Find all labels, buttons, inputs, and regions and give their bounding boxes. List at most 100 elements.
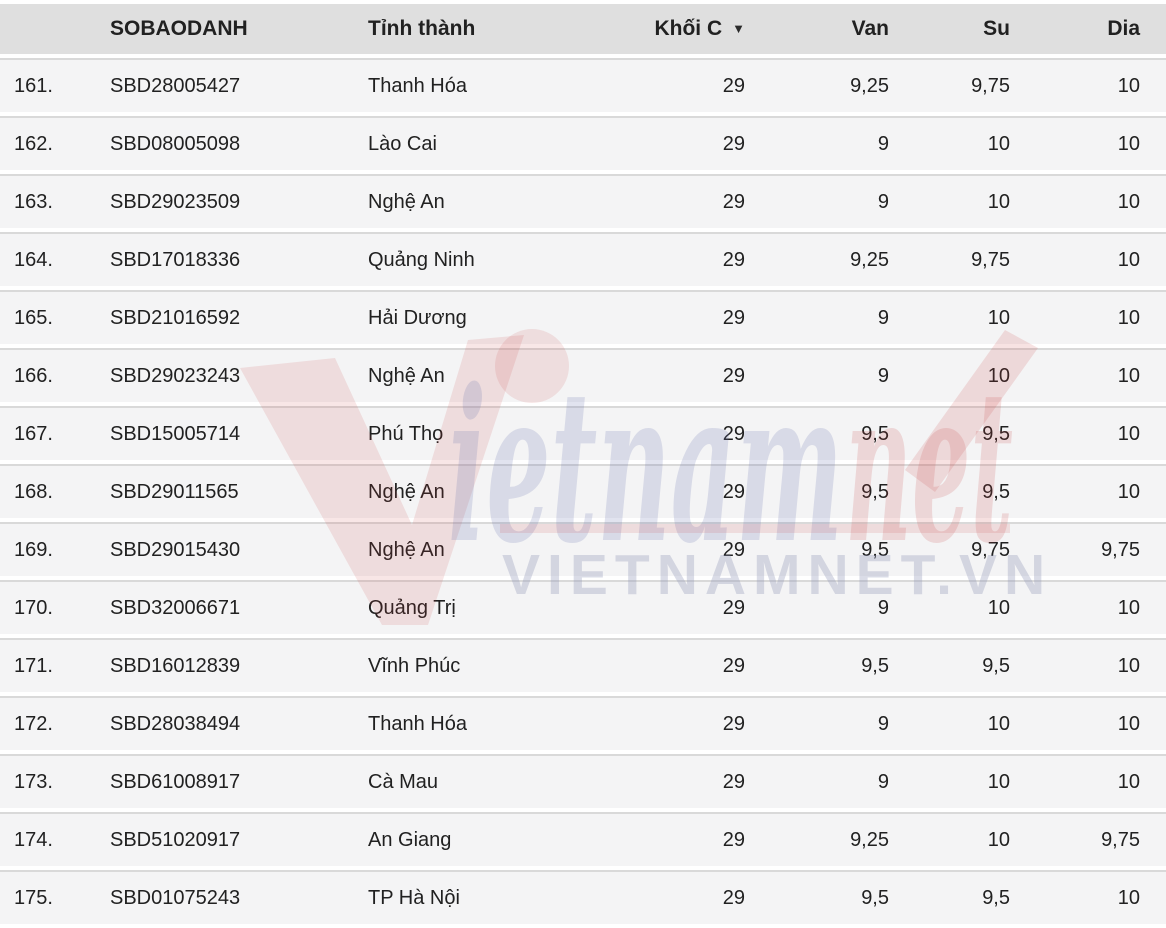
- chevron-down-icon[interactable]: ▼: [732, 21, 745, 36]
- row-index-cell: 165.: [0, 290, 96, 344]
- row-khoi-c-cell: 29: [614, 406, 745, 460]
- table-body: 161. SBD28005427 Thanh Hóa 29 9,25 9,75 …: [0, 58, 1166, 924]
- row-dia-cell: 9,75: [1010, 522, 1166, 576]
- row-sobaodanh-cell: SBD01075243: [96, 870, 354, 924]
- row-van-cell: 9: [745, 116, 889, 170]
- table-row: 170. SBD32006671 Quảng Trị 29 9 10 10: [0, 580, 1166, 634]
- row-sobaodanh-cell: SBD21016592: [96, 290, 354, 344]
- row-van-cell: 9: [745, 754, 889, 808]
- row-van-cell: 9: [745, 290, 889, 344]
- row-tinh-thanh-cell: Nghệ An: [354, 174, 614, 228]
- row-khoi-c-cell: 29: [614, 58, 745, 112]
- header-khoi-c-dropdown[interactable]: Khối C ▼: [614, 4, 745, 54]
- row-tinh-thanh-cell: Thanh Hóa: [354, 696, 614, 750]
- row-index-cell: 164.: [0, 232, 96, 286]
- row-tinh-thanh-cell: Nghệ An: [354, 348, 614, 402]
- row-index-cell: 174.: [0, 812, 96, 866]
- row-van-cell: 9: [745, 174, 889, 228]
- table-row: 175. SBD01075243 TP Hà Nội 29 9,5 9,5 10: [0, 870, 1166, 924]
- row-khoi-c-cell: 29: [614, 580, 745, 634]
- row-khoi-c-cell: 29: [614, 696, 745, 750]
- header-khoi-c-label: Khối C: [654, 17, 723, 40]
- row-dia-cell: 10: [1010, 58, 1166, 112]
- row-su-cell: 9,5: [889, 870, 1010, 924]
- header-sobaodanh: SOBAODANH: [96, 4, 354, 54]
- row-tinh-thanh-cell: Phú Thọ: [354, 406, 614, 460]
- row-van-cell: 9: [745, 696, 889, 750]
- row-tinh-thanh-cell: An Giang: [354, 812, 614, 866]
- table-row: 171. SBD16012839 Vĩnh Phúc 29 9,5 9,5 10: [0, 638, 1166, 692]
- row-van-cell: 9,5: [745, 870, 889, 924]
- row-tinh-thanh-cell: Lào Cai: [354, 116, 614, 170]
- row-khoi-c-cell: 29: [614, 290, 745, 344]
- row-dia-cell: 10: [1010, 638, 1166, 692]
- row-sobaodanh-cell: SBD29015430: [96, 522, 354, 576]
- row-index-cell: 162.: [0, 116, 96, 170]
- row-sobaodanh-cell: SBD17018336: [96, 232, 354, 286]
- row-sobaodanh-cell: SBD51020917: [96, 812, 354, 866]
- row-khoi-c-cell: 29: [614, 348, 745, 402]
- table-header: SOBAODANH Tỉnh thành Khối C ▼ Van Su Dia: [0, 4, 1166, 54]
- row-su-cell: 9,5: [889, 464, 1010, 518]
- row-index-cell: 172.: [0, 696, 96, 750]
- row-index-cell: 163.: [0, 174, 96, 228]
- row-van-cell: 9,25: [745, 58, 889, 112]
- row-index-cell: 175.: [0, 870, 96, 924]
- table-row: 167. SBD15005714 Phú Thọ 29 9,5 9,5 10: [0, 406, 1166, 460]
- row-khoi-c-cell: 29: [614, 174, 745, 228]
- table-row: 161. SBD28005427 Thanh Hóa 29 9,25 9,75 …: [0, 58, 1166, 112]
- row-su-cell: 10: [889, 696, 1010, 750]
- table-row: 165. SBD21016592 Hải Dương 29 9 10 10: [0, 290, 1166, 344]
- row-sobaodanh-cell: SBD61008917: [96, 754, 354, 808]
- row-dia-cell: 10: [1010, 116, 1166, 170]
- row-su-cell: 9,5: [889, 406, 1010, 460]
- row-index-cell: 167.: [0, 406, 96, 460]
- row-index-cell: 171.: [0, 638, 96, 692]
- row-index-cell: 170.: [0, 580, 96, 634]
- row-tinh-thanh-cell: Nghệ An: [354, 464, 614, 518]
- table-row: 169. SBD29015430 Nghệ An 29 9,5 9,75 9,7…: [0, 522, 1166, 576]
- table-row: 173. SBD61008917 Cà Mau 29 9 10 10: [0, 754, 1166, 808]
- row-dia-cell: 10: [1010, 580, 1166, 634]
- row-index-cell: 166.: [0, 348, 96, 402]
- row-dia-cell: 9,75: [1010, 812, 1166, 866]
- row-tinh-thanh-cell: Hải Dương: [354, 290, 614, 344]
- row-van-cell: 9,5: [745, 464, 889, 518]
- row-su-cell: 9,75: [889, 522, 1010, 576]
- row-dia-cell: 10: [1010, 232, 1166, 286]
- table-row: 162. SBD08005098 Lào Cai 29 9 10 10: [0, 116, 1166, 170]
- table-row: 166. SBD29023243 Nghệ An 29 9 10 10: [0, 348, 1166, 402]
- row-dia-cell: 10: [1010, 406, 1166, 460]
- row-van-cell: 9,5: [745, 638, 889, 692]
- table-row: 163. SBD29023509 Nghệ An 29 9 10 10: [0, 174, 1166, 228]
- row-khoi-c-cell: 29: [614, 232, 745, 286]
- row-tinh-thanh-cell: Cà Mau: [354, 754, 614, 808]
- header-van: Van: [745, 4, 889, 54]
- row-sobaodanh-cell: SBD08005098: [96, 116, 354, 170]
- row-van-cell: 9,5: [745, 522, 889, 576]
- row-index-cell: 161.: [0, 58, 96, 112]
- row-tinh-thanh-cell: Vĩnh Phúc: [354, 638, 614, 692]
- row-sobaodanh-cell: SBD29011565: [96, 464, 354, 518]
- header-index: [0, 4, 96, 54]
- row-tinh-thanh-cell: Quảng Ninh: [354, 232, 614, 286]
- row-tinh-thanh-cell: Thanh Hóa: [354, 58, 614, 112]
- row-van-cell: 9,5: [745, 406, 889, 460]
- header-su: Su: [889, 4, 1010, 54]
- row-su-cell: 9,75: [889, 58, 1010, 112]
- row-sobaodanh-cell: SBD32006671: [96, 580, 354, 634]
- row-khoi-c-cell: 29: [614, 116, 745, 170]
- row-tinh-thanh-cell: TP Hà Nội: [354, 870, 614, 924]
- row-sobaodanh-cell: SBD28038494: [96, 696, 354, 750]
- row-khoi-c-cell: 29: [614, 464, 745, 518]
- row-index-cell: 168.: [0, 464, 96, 518]
- row-dia-cell: 10: [1010, 174, 1166, 228]
- row-khoi-c-cell: 29: [614, 522, 745, 576]
- row-khoi-c-cell: 29: [614, 754, 745, 808]
- row-sobaodanh-cell: SBD29023243: [96, 348, 354, 402]
- row-dia-cell: 10: [1010, 754, 1166, 808]
- header-tinh-thanh: Tỉnh thành: [354, 4, 614, 54]
- table-row: 168. SBD29011565 Nghệ An 29 9,5 9,5 10: [0, 464, 1166, 518]
- row-su-cell: 10: [889, 348, 1010, 402]
